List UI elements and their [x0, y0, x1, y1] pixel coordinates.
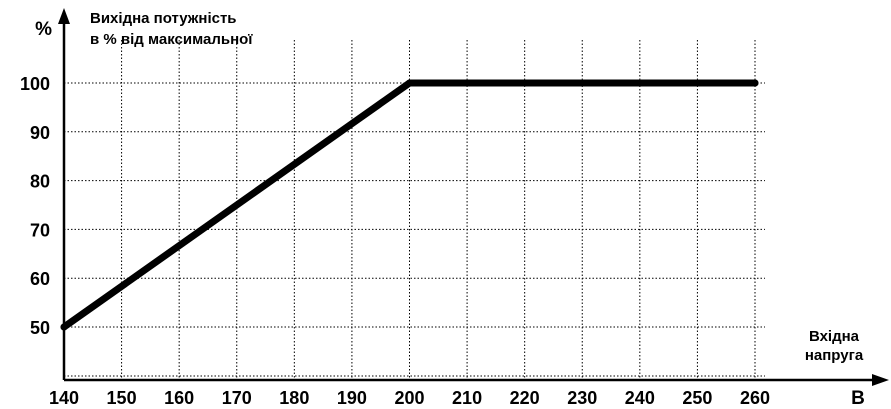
x-tick-label-200: 200: [394, 388, 424, 408]
series-point-0: [60, 323, 68, 331]
x-tick-label-140: 140: [49, 388, 79, 408]
x-tick-label-160: 160: [164, 388, 194, 408]
x-tick-label-180: 180: [279, 388, 309, 408]
grid: [64, 40, 765, 380]
x-tick-label-250: 250: [682, 388, 712, 408]
x-tick-label-260: 260: [740, 388, 770, 408]
tick-labels: 140 150 160 170 180 190 200 210 220 230 240 250 260 5…: [20, 74, 770, 408]
x-axis-arrow: [872, 374, 889, 386]
y-axis-title-line-0: Вихідна потужність: [90, 10, 237, 27]
y-axis-arrow: [58, 8, 70, 24]
x-unit-label: В: [851, 388, 865, 409]
x-tick-label-170: 170: [222, 388, 252, 408]
y-axis-title-line-1: в % від максимальної: [90, 31, 253, 48]
x-tick-label-190: 190: [337, 388, 367, 408]
series-point-2: [751, 79, 759, 87]
x-tick-label-220: 220: [510, 388, 540, 408]
x-axis-title-line-0: Вхідна: [809, 328, 860, 345]
axes: [58, 8, 889, 386]
series: [60, 79, 759, 331]
x-tick-label-230: 230: [567, 388, 597, 408]
y-tick-label-90: 90: [30, 123, 50, 143]
axis-labels: % В Вихідна потужність в % від максимальної…: [35, 10, 865, 409]
y-tick-label-80: 80: [30, 172, 50, 192]
series-point-1: [406, 79, 413, 87]
x-tick-label-240: 240: [625, 388, 655, 408]
y-tick-label-50: 50: [30, 318, 50, 338]
y-tick-label-60: 60: [30, 269, 50, 289]
x-tick-label-150: 150: [107, 388, 137, 408]
x-tick-label-210: 210: [452, 388, 482, 408]
y-tick-label-70: 70: [30, 220, 50, 240]
y-tick-label-100: 100: [20, 74, 50, 94]
y-unit-label: %: [35, 19, 52, 40]
x-axis-title-line-1: напруга: [805, 347, 864, 364]
